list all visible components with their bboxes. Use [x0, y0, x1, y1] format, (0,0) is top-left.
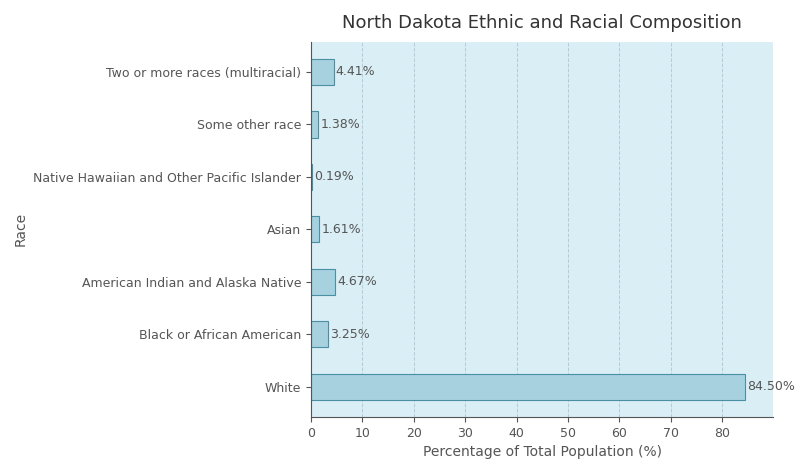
- Text: 0.19%: 0.19%: [314, 170, 354, 184]
- Text: 4.41%: 4.41%: [336, 65, 375, 79]
- Text: 1.38%: 1.38%: [320, 118, 360, 131]
- Title: North Dakota Ethnic and Racial Composition: North Dakota Ethnic and Racial Compositi…: [342, 14, 742, 32]
- Text: 1.61%: 1.61%: [322, 223, 361, 236]
- Bar: [311, 164, 312, 190]
- Bar: [311, 111, 318, 138]
- Y-axis label: Race: Race: [14, 212, 28, 246]
- Text: 84.50%: 84.50%: [747, 380, 795, 393]
- Bar: [311, 59, 334, 85]
- Text: 3.25%: 3.25%: [330, 328, 370, 341]
- Bar: [311, 216, 319, 243]
- X-axis label: Percentage of Total Population (%): Percentage of Total Population (%): [422, 445, 662, 459]
- Bar: [311, 321, 328, 347]
- Bar: [311, 374, 745, 400]
- Text: 4.67%: 4.67%: [337, 275, 377, 288]
- Bar: [311, 269, 335, 295]
